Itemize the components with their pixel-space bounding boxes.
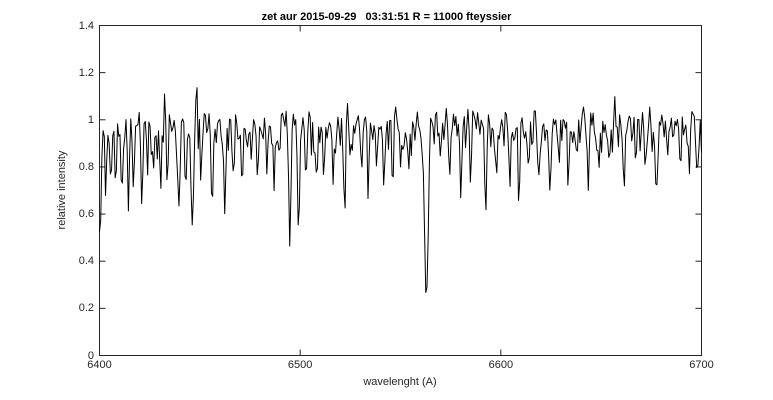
y-tick-label: 0 (87, 349, 94, 362)
x-axis-label: wavelenght (A) (363, 376, 437, 388)
axis-box (99, 25, 702, 356)
y-tick-label: 0.6 (78, 208, 94, 221)
chart-title: zet aur 2015-09-29 03:31:51 R = 11000 ft… (261, 11, 512, 23)
y-axis-label: relative intensity (56, 150, 68, 230)
y-tick-label: 0.4 (78, 255, 94, 268)
x-tick-label: 6700 (689, 359, 714, 371)
y-tick-label: 0.8 (78, 160, 94, 173)
y-tick-label: 1 (87, 113, 94, 126)
x-tick-label: 6500 (287, 359, 313, 371)
y-tick-label: 1.4 (78, 19, 94, 32)
y-tick-label: 1.2 (78, 66, 94, 79)
x-tick-label: 6400 (87, 359, 112, 371)
spectrum-line (99, 87, 702, 293)
x-tick-label: 6600 (488, 359, 514, 371)
y-tick-label: 0.2 (78, 302, 94, 315)
